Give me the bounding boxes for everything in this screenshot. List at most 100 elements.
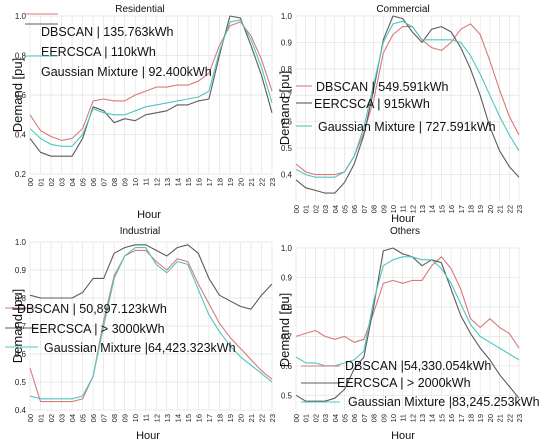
x-tick-label: 22 xyxy=(257,414,266,422)
x-tick-label: 20 xyxy=(236,178,245,186)
x-tick-label: 18 xyxy=(467,205,476,213)
x-tick-label: 02 xyxy=(311,414,320,422)
series-line-gaussian xyxy=(295,256,520,367)
legend-entry: Gaussian Mixture | 727.591kWh xyxy=(318,120,496,134)
legend-entry: Gaussian Mixture | 92.400kWh xyxy=(41,65,212,79)
x-tick-label: 07 xyxy=(360,414,369,422)
legend-entry: EERCSCA | > 2000kWh xyxy=(337,376,471,390)
series-line-dbscan xyxy=(295,23,520,176)
x-tick-label: 15 xyxy=(184,414,193,422)
y-tick-label: 0.5 xyxy=(281,144,293,153)
x-tick-label: 17 xyxy=(205,414,214,422)
x-tick-label: 08 xyxy=(110,414,119,422)
x-tick-label: 10 xyxy=(131,414,140,422)
x-tick-label: 15 xyxy=(437,205,446,213)
y-tick-label: 0.9 xyxy=(15,266,27,275)
y-tick-label: 0.7 xyxy=(281,332,293,341)
y-axis-label: Demand [pu] xyxy=(10,58,25,132)
x-tick-label: 23 xyxy=(268,178,277,186)
y-tick-label: 1.0 xyxy=(15,238,27,247)
x-tick-label: 21 xyxy=(247,414,256,422)
x-tick-label: 06 xyxy=(350,414,359,422)
x-tick-label: 09 xyxy=(121,414,130,422)
y-tick-label: 0.4 xyxy=(15,406,27,415)
x-tick-label: 21 xyxy=(496,414,505,422)
x-tick-label: 09 xyxy=(379,414,388,422)
x-tick-label: 02 xyxy=(47,178,56,186)
x-tick-label: 20 xyxy=(236,414,245,422)
legend-entry: EERCSCA | 110kWh xyxy=(41,45,156,59)
x-tick-label: 16 xyxy=(194,414,203,422)
legend-entry: EERCSCA | 915kWh xyxy=(314,97,430,111)
legend-entry: DBSCAN | 135.763kWh xyxy=(41,25,174,39)
x-tick-label: 17 xyxy=(457,414,466,422)
x-tick-label: 04 xyxy=(68,414,77,422)
y-tick-label: 0.4 xyxy=(15,131,27,140)
x-tick-label: 18 xyxy=(215,178,224,186)
y-tick-label: 0.9 xyxy=(281,38,293,47)
series-line-dbscan xyxy=(29,21,273,141)
x-tick-label: 02 xyxy=(47,414,56,422)
x-tick-label: 17 xyxy=(457,205,466,213)
x-axis-label: Hour xyxy=(137,209,161,221)
x-tick-label: 08 xyxy=(370,205,379,213)
y-axis-label: Demand [pu] xyxy=(277,71,292,145)
x-tick-label: 07 xyxy=(360,205,369,213)
x-tick-label: 08 xyxy=(370,414,379,422)
y-tick-label: 0.4 xyxy=(281,171,293,180)
x-tick-label: 13 xyxy=(163,178,172,186)
x-tick-label: 13 xyxy=(418,414,427,422)
x-tick-label: 17 xyxy=(205,178,214,186)
legend-entry: Gaussian Mixture |83,245.253kWh xyxy=(348,395,540,409)
x-tick-label: 10 xyxy=(389,205,398,213)
y-tick-label: 1.0 xyxy=(281,244,293,253)
legend-entry: DBSCAN | 50,897.123kWh xyxy=(17,302,167,316)
x-tick-label: 11 xyxy=(142,178,151,186)
x-tick-label: 01 xyxy=(37,178,46,186)
x-axis-label: Hour xyxy=(391,430,415,442)
legend-entry: EERCSCA | > 3000kWh xyxy=(31,322,165,336)
y-tick-label: 0.8 xyxy=(281,65,293,74)
x-tick-label: 01 xyxy=(302,414,311,422)
y-tick-label: 1.0 xyxy=(281,12,293,21)
x-tick-label: 12 xyxy=(408,414,417,422)
series-line-eercsca xyxy=(29,244,273,310)
x-tick-label: 14 xyxy=(173,414,182,422)
panel-title: Residential xyxy=(115,4,164,15)
x-tick-label: 13 xyxy=(418,205,427,213)
panel-title: Industrial xyxy=(120,226,161,237)
x-tick-label: 04 xyxy=(331,205,340,213)
panel-title: Others xyxy=(390,226,420,237)
x-tick-label: 10 xyxy=(389,414,398,422)
series-line-dbscan xyxy=(295,256,520,349)
x-axis-label: Hour xyxy=(136,430,160,442)
x-tick-label: 07 xyxy=(100,414,109,422)
x-tick-label: 23 xyxy=(268,414,277,422)
x-tick-label: 15 xyxy=(184,178,193,186)
y-tick-label: 0.6 xyxy=(15,91,27,100)
legend-entry: Gaussian Mixture |64,423.323kWh xyxy=(44,341,236,355)
x-tick-label: 22 xyxy=(505,414,514,422)
x-tick-label: 15 xyxy=(437,414,446,422)
series-line-gaussian xyxy=(29,247,273,400)
x-tick-label: 14 xyxy=(428,414,437,422)
x-tick-label: 21 xyxy=(496,205,505,213)
x-tick-label: 10 xyxy=(131,178,140,186)
series-line-gaussian xyxy=(295,20,520,178)
x-tick-label: 06 xyxy=(89,414,98,422)
y-tick-label: 0.8 xyxy=(281,303,293,312)
x-tick-label: 00 xyxy=(26,178,35,186)
y-tick-label: 0.7 xyxy=(281,91,293,100)
x-tick-label: 00 xyxy=(292,205,301,213)
x-tick-label: 01 xyxy=(37,414,46,422)
x-tick-label: 04 xyxy=(68,178,77,186)
y-tick-label: 1.0 xyxy=(15,12,27,21)
x-tick-label: 12 xyxy=(152,414,161,422)
x-tick-label: 23 xyxy=(515,205,524,213)
y-tick-label: 0.6 xyxy=(281,118,293,127)
x-tick-label: 22 xyxy=(257,178,266,186)
series-line-eercsca xyxy=(29,15,273,157)
y-tick-label: 0.6 xyxy=(281,362,293,371)
series-line-eercsca xyxy=(295,15,520,194)
panel-others: Others 0.5 0.6 0.7 0.8 0.9 1.0 00 01 02 03 04 05 06 07… xyxy=(277,226,540,442)
